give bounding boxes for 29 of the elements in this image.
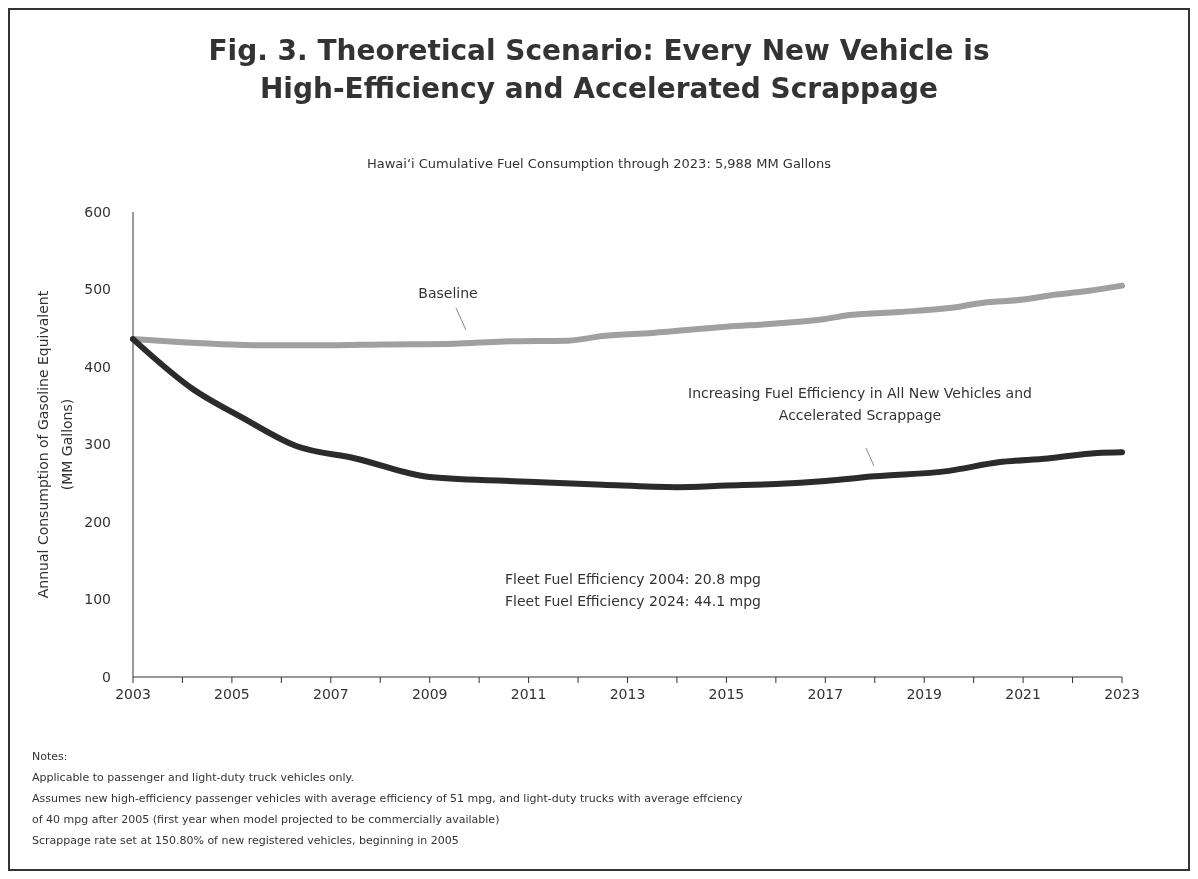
text: Applicable to passenger and light-duty truck vehicles only. bbox=[32, 771, 355, 784]
x-tick-label: 2009 bbox=[411, 686, 448, 702]
annotation: Fleet Fuel Efficiency 2024: 44.1 mpg bbox=[505, 593, 761, 609]
x-tick-label: 2003 bbox=[115, 686, 151, 702]
x-tick-label: 2011 bbox=[510, 686, 547, 702]
y-tick-label: 0 bbox=[102, 668, 111, 685]
annotation: Fleet Fuel Efficiency 2004: 20.8 mpg bbox=[505, 571, 761, 587]
y-tick-label: 600 bbox=[84, 203, 111, 220]
text: Assumes new high-efficiency passenger vehicles with average efficiency of 51 mpg, and light-duty trucks with average effciency of 40 mpg after 2005 (first year when model projected to be commercially available) bbox=[32, 792, 744, 826]
x-tick-label: 2017 bbox=[807, 686, 844, 702]
x-tick-label: 2013 bbox=[609, 686, 646, 702]
text: Increasing Fuel Efficiency in All New Vehicles and Accelerated Scrappage bbox=[688, 385, 1032, 423]
chart-title: Fig. 3. Theoretical Scenario: Every New Vehicle is High-Efficiency and Accelerated Scrappage bbox=[208, 34, 990, 105]
text: Baseline bbox=[418, 285, 478, 301]
x-tick-label: 2023 bbox=[1104, 686, 1140, 702]
y-tick-label: 400 bbox=[84, 358, 111, 375]
y-tick-label: 100 bbox=[84, 591, 111, 608]
y-tick-label: 300 bbox=[84, 436, 111, 453]
x-tick-label: 2007 bbox=[312, 686, 349, 702]
y-tick-label: 500 bbox=[84, 281, 111, 298]
text: Scrappage rate set at 150.80% of new registered vehicles, beginning in 2005 bbox=[32, 834, 459, 847]
x-tick-label: 2005 bbox=[214, 686, 250, 702]
chart-subtitle: Hawai‘i Cumulative Fuel Consumption through 2023: 5,988 MM Gallons bbox=[366, 156, 832, 171]
text: Notes: bbox=[32, 750, 68, 763]
y-axis-title: Annual Consumption of Gasoline Equivalent (MM Gallons) bbox=[35, 290, 75, 599]
x-tick-label: 2019 bbox=[906, 686, 943, 702]
x-tick-label: 2015 bbox=[708, 686, 745, 702]
x-tick-label: 2021 bbox=[1005, 686, 1041, 702]
y-tick-label: 200 bbox=[84, 513, 111, 530]
